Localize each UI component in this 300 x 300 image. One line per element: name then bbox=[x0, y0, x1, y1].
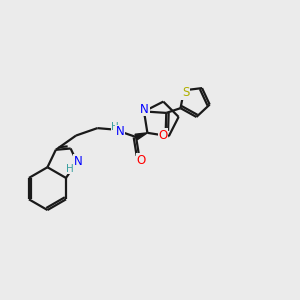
Text: H: H bbox=[67, 164, 74, 173]
Polygon shape bbox=[135, 133, 147, 140]
Text: N: N bbox=[116, 125, 124, 139]
Text: O: O bbox=[136, 154, 146, 167]
Text: N: N bbox=[74, 154, 82, 168]
Text: S: S bbox=[182, 86, 189, 99]
Text: N: N bbox=[140, 103, 149, 116]
Text: O: O bbox=[158, 129, 167, 142]
Text: H: H bbox=[111, 122, 119, 132]
